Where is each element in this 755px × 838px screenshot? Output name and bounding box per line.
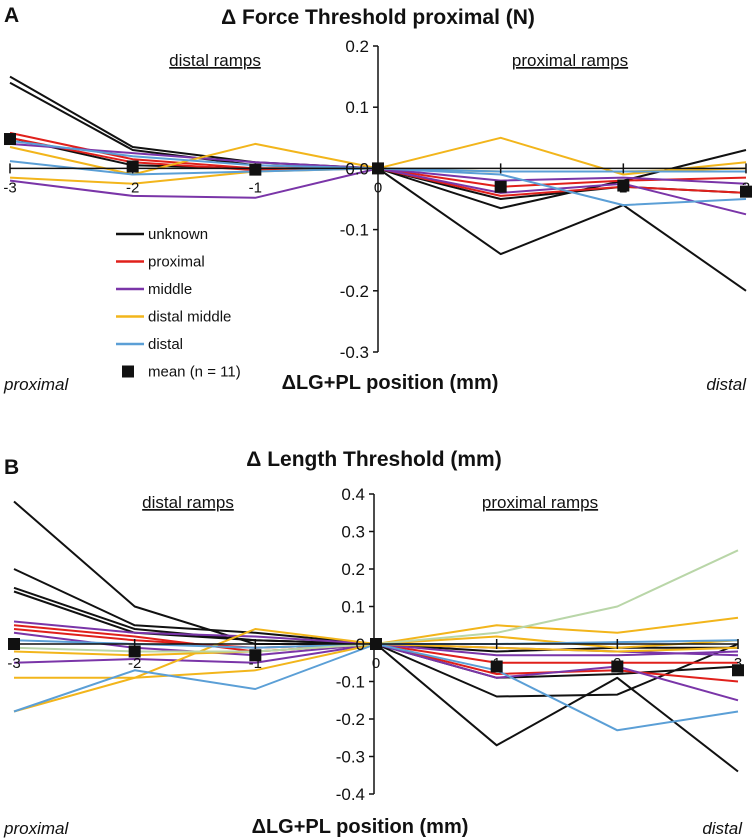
legend-label: mean (n = 11) <box>148 364 241 381</box>
x-tick-label: -2 <box>128 655 141 672</box>
x-tick-label: -1 <box>249 179 262 196</box>
y-tick-label: -0.2 <box>340 282 369 301</box>
y-tick-label: 0.2 <box>341 560 365 579</box>
y-tick-label: -0.3 <box>336 748 365 767</box>
mean-marker <box>128 645 141 658</box>
mean-marker <box>611 660 624 673</box>
chart-title: Δ Length Threshold (mm) <box>246 448 501 471</box>
x-tick-label: -2 <box>126 179 139 196</box>
mean-marker <box>740 185 752 198</box>
y-tick-label: 0 <box>356 635 365 654</box>
legend-item-unknown: unknown <box>116 226 208 243</box>
chart-title: Δ Force Threshold proximal (N) <box>221 6 535 29</box>
series-line-unknown-0 <box>13 500 739 773</box>
mean-marker <box>494 180 507 193</box>
y-tick-label: -0.3 <box>340 343 369 362</box>
panel-a: A Δ Force Threshold proximal (N) distal … <box>0 0 755 408</box>
legend-label: middle <box>148 281 192 298</box>
legend-swatch <box>122 365 134 378</box>
right-region-label: proximal ramps <box>482 493 598 512</box>
panel-b: B Δ Length Threshold (mm) distal ramps p… <box>0 448 755 838</box>
legend-item-distal-middle: distal middle <box>116 309 231 326</box>
y-tick-label: 0.3 <box>341 523 365 542</box>
right-end-label: distal <box>706 375 747 394</box>
y-tick-label: 0.1 <box>345 98 369 117</box>
y-tick-label: 0.4 <box>341 485 365 504</box>
legend-label: distal middle <box>148 309 231 326</box>
mean-marker <box>370 638 382 650</box>
length-threshold-chart: B Δ Length Threshold (mm) distal ramps p… <box>3 448 744 838</box>
y-tick-label: 0.2 <box>345 37 369 56</box>
legend-label: unknown <box>148 226 208 243</box>
mean-marker <box>372 162 384 175</box>
mean-marker <box>8 638 20 650</box>
legend-item-distal: distal <box>116 336 183 353</box>
force-threshold-chart: A Δ Force Threshold proximal (N) distal … <box>3 4 752 394</box>
legend-label: distal <box>148 336 183 353</box>
mean-marker <box>4 133 16 146</box>
left-region-label: distal ramps <box>169 51 261 70</box>
x-tick-label: -3 <box>3 179 16 196</box>
y-tick-label: 0.1 <box>341 598 365 617</box>
y-tick-label: 0.0 <box>345 159 369 178</box>
legend-item-mean: mean (n = 11) <box>122 364 241 381</box>
mean-marker <box>732 664 744 677</box>
series-group <box>13 500 739 773</box>
legend-label: proximal <box>148 254 205 271</box>
x-tick-label: -3 <box>7 655 20 672</box>
mean-marker <box>126 160 139 173</box>
mean-marker <box>249 649 262 662</box>
legend-item-proximal: proximal <box>116 254 205 271</box>
left-end-label: proximal <box>3 375 69 394</box>
right-end-label: distal <box>702 819 743 838</box>
x-tick-label: 3 <box>734 655 742 672</box>
y-tick-label: -0.4 <box>336 785 365 804</box>
left-region-label: distal ramps <box>142 493 234 512</box>
x-axis-label: ΔLG+PL position (mm) <box>282 372 499 394</box>
panel-letter: A <box>4 4 19 27</box>
mean-marker <box>490 660 503 673</box>
left-end-label: proximal <box>3 819 69 838</box>
mean-marker <box>617 179 630 192</box>
y-tick-label: -0.1 <box>336 673 365 692</box>
x-tick-label: 0 <box>374 179 382 196</box>
x-tick-label: 0 <box>372 655 380 672</box>
mean-marker <box>249 163 262 176</box>
legend: unknown proximal middle distal middle distal… <box>116 226 241 381</box>
y-tick-label: -0.2 <box>336 710 365 729</box>
y-tick-label: -0.1 <box>340 221 369 240</box>
x-axis-label: ΔLG+PL position (mm) <box>252 816 469 838</box>
panel-letter: B <box>4 456 19 479</box>
right-region-label: proximal ramps <box>512 51 628 70</box>
legend-item-middle: middle <box>116 281 192 298</box>
